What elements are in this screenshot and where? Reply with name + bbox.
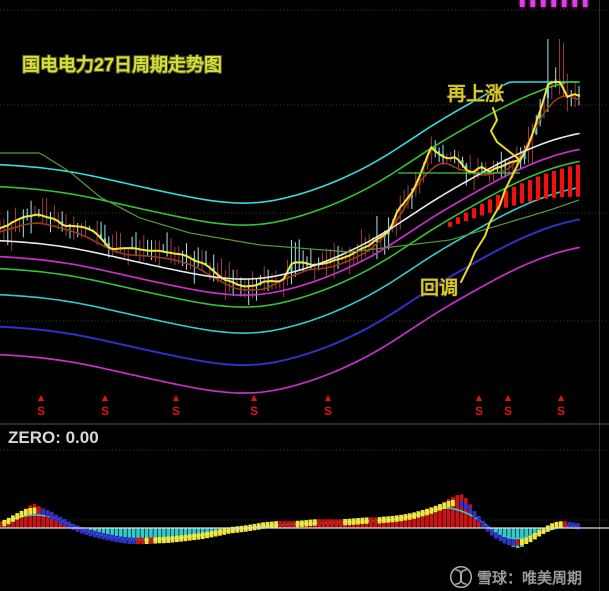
svg-text:S: S <box>324 404 332 418</box>
svg-text:S: S <box>101 404 109 418</box>
svg-text:S: S <box>172 404 180 418</box>
svg-text:S: S <box>250 404 258 418</box>
svg-text:S: S <box>557 404 565 418</box>
svg-text:回调: 回调 <box>420 277 458 299</box>
svg-text:国电电力27日周期走势图: 国电电力27日周期走势图 <box>22 54 222 75</box>
svg-text:S: S <box>37 404 45 418</box>
svg-text:再上涨: 再上涨 <box>447 83 504 105</box>
svg-text:S: S <box>504 404 512 418</box>
svg-text:S: S <box>475 404 483 418</box>
svg-text:ZERO: 0.00: ZERO: 0.00 <box>8 428 99 447</box>
svg-text:雪球：唯美周期: 雪球：唯美周期 <box>477 569 582 587</box>
